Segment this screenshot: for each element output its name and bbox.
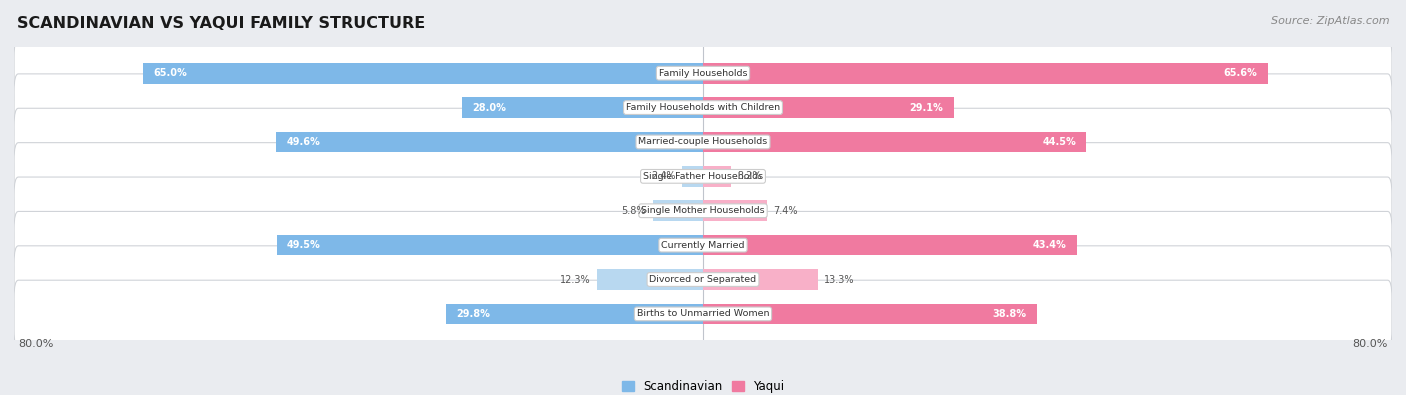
Text: 38.8%: 38.8%: [993, 309, 1026, 319]
Text: Source: ZipAtlas.com: Source: ZipAtlas.com: [1271, 16, 1389, 26]
Bar: [682, 166, 703, 187]
Text: 49.6%: 49.6%: [287, 137, 321, 147]
FancyBboxPatch shape: [14, 177, 1392, 245]
Text: 49.5%: 49.5%: [287, 240, 321, 250]
FancyBboxPatch shape: [14, 108, 1392, 176]
Legend: Scandinavian, Yaqui: Scandinavian, Yaqui: [617, 376, 789, 395]
Bar: [652, 200, 703, 221]
FancyBboxPatch shape: [14, 211, 1392, 279]
FancyBboxPatch shape: [14, 246, 1392, 313]
Text: 2.4%: 2.4%: [651, 171, 675, 181]
Text: Single Father Households: Single Father Households: [643, 172, 763, 181]
Bar: [143, 63, 703, 83]
Text: Family Households: Family Households: [659, 69, 747, 78]
Text: 65.0%: 65.0%: [153, 68, 187, 78]
Text: SCANDINAVIAN VS YAQUI FAMILY STRUCTURE: SCANDINAVIAN VS YAQUI FAMILY STRUCTURE: [17, 16, 425, 31]
Bar: [703, 304, 1038, 324]
Bar: [446, 304, 703, 324]
Text: 29.8%: 29.8%: [457, 309, 491, 319]
Text: 44.5%: 44.5%: [1042, 137, 1076, 147]
Bar: [703, 235, 1077, 256]
Text: Divorced or Separated: Divorced or Separated: [650, 275, 756, 284]
Text: 7.4%: 7.4%: [773, 206, 799, 216]
Text: 43.4%: 43.4%: [1032, 240, 1066, 250]
Text: 80.0%: 80.0%: [1353, 339, 1388, 349]
FancyBboxPatch shape: [14, 280, 1392, 348]
Bar: [703, 200, 766, 221]
FancyBboxPatch shape: [14, 143, 1392, 210]
Bar: [598, 269, 703, 290]
Text: 5.8%: 5.8%: [621, 206, 647, 216]
Text: Single Mother Households: Single Mother Households: [641, 206, 765, 215]
Bar: [277, 235, 703, 256]
Bar: [703, 269, 817, 290]
Bar: [703, 63, 1268, 83]
Text: 29.1%: 29.1%: [910, 103, 943, 113]
Bar: [461, 97, 703, 118]
Text: 80.0%: 80.0%: [18, 339, 53, 349]
Bar: [703, 132, 1087, 152]
FancyBboxPatch shape: [14, 40, 1392, 107]
Text: 12.3%: 12.3%: [560, 275, 591, 284]
Bar: [703, 166, 731, 187]
Text: Family Households with Children: Family Households with Children: [626, 103, 780, 112]
FancyBboxPatch shape: [14, 74, 1392, 141]
Text: 28.0%: 28.0%: [472, 103, 506, 113]
Text: 13.3%: 13.3%: [824, 275, 855, 284]
Bar: [276, 132, 703, 152]
Text: Currently Married: Currently Married: [661, 241, 745, 250]
Bar: [703, 97, 953, 118]
Text: Births to Unmarried Women: Births to Unmarried Women: [637, 309, 769, 318]
Text: 65.6%: 65.6%: [1223, 68, 1257, 78]
Text: 3.2%: 3.2%: [738, 171, 762, 181]
Text: Married-couple Households: Married-couple Households: [638, 137, 768, 147]
